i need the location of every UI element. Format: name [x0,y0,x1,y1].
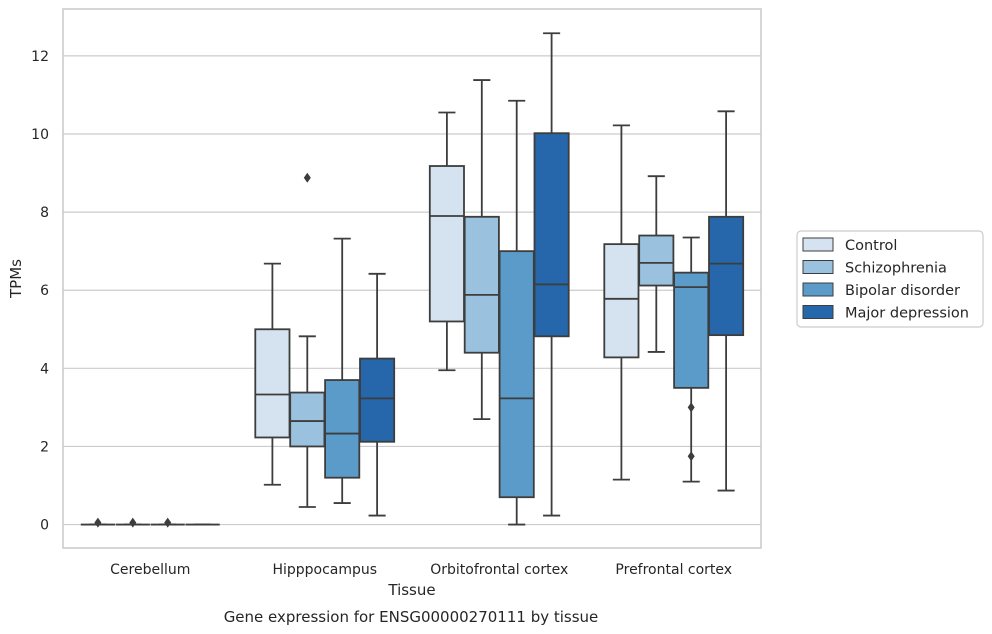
legend-label: Schizophrenia [845,261,947,277]
box-iqr [359,357,396,443]
y-tick-label: 6 [40,283,49,299]
box-control [428,111,465,372]
plot-frame [62,8,762,549]
box-iqr [254,328,291,439]
x-tick-label: Hipppocampus [272,562,377,578]
box-iqr [463,215,500,354]
legend-label: Bipolar disorder [845,283,960,299]
y-tick-label: 12 [31,49,49,65]
box-iqr [708,215,745,337]
outlier-point [129,517,137,528]
box-iqr [498,250,535,499]
x-tick-label: Orbitofrontal cortex [430,562,568,578]
outlier-point [687,402,695,413]
box-schizophrenia [115,517,150,528]
box-major-depression [359,272,396,517]
box-schizophrenia [638,175,675,353]
outlier-point [303,172,311,183]
legend-frame [796,230,984,328]
legend-swatch [802,260,834,274]
legend-swatch [802,237,834,252]
y-tick-label: 0 [40,518,49,534]
box-control [80,517,116,528]
box-bipolar-disorder [150,517,185,528]
y-tick-label: 10 [31,127,49,143]
legend-label: Control [845,238,897,254]
outlier-point [164,517,172,528]
legend: Control Schizophrenia Bipolar disorder Majo… [796,230,984,328]
box-iqr [638,234,675,287]
y-axis-label: TPMs [7,259,25,299]
box-schizophrenia [463,79,500,421]
x-axis-ticks: Cerebellum Hipppocampus Orbitofrontal cort… [110,562,732,578]
box-iqr [533,132,570,338]
box-control [603,124,640,481]
box-iqr [324,379,361,479]
y-tick-label: 2 [40,439,49,455]
y-tick-label: 4 [40,361,49,377]
x-tick-label: Prefrontal cortex [615,562,732,578]
box-major-depression [708,110,745,492]
chart-caption: Gene expression for ENSG00000270111 by t… [224,608,599,626]
box-iqr [673,271,710,389]
box-major-depression [533,32,570,517]
legend-label: Major depression [845,306,969,322]
box-series [80,32,745,528]
box-iqr [428,165,465,323]
box-iqr [603,243,640,359]
box-bipolar-disorder [673,236,710,483]
x-axis-label: Tissue [387,581,435,599]
box-bipolar-disorder [324,237,361,504]
outlier-point [687,451,695,462]
outlier-point [94,517,102,528]
x-tick-label: Cerebellum [110,562,190,578]
box-bipolar-disorder [498,99,535,526]
y-tick-label: 8 [40,205,49,221]
box-schizophrenia [289,172,326,508]
box-iqr [289,391,326,448]
y-axis-ticks: 0 2 4 6 8 10 12 [31,49,49,534]
legend-swatch [802,305,834,319]
legend-swatch [802,282,834,297]
box-control [254,262,291,486]
